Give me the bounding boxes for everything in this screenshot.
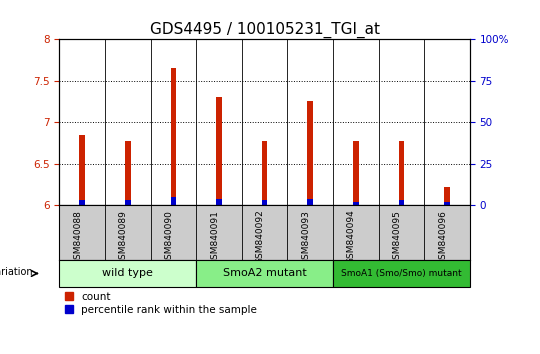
Text: genotype/variation: genotype/variation	[0, 267, 33, 277]
Bar	[262, 141, 267, 205]
Bar	[171, 197, 176, 205]
Text: GSM840096: GSM840096	[438, 210, 447, 264]
Text: wild type: wild type	[103, 268, 153, 279]
Bar	[399, 141, 404, 205]
Bar	[125, 200, 131, 205]
Bar	[59, 260, 196, 287]
Bar	[216, 97, 222, 205]
Bar	[125, 141, 131, 205]
Bar	[333, 260, 470, 287]
Bar	[196, 260, 333, 287]
Text: GSM840090: GSM840090	[164, 210, 173, 264]
Text: GSM840095: GSM840095	[393, 210, 401, 264]
Text: GSM840089: GSM840089	[119, 210, 128, 264]
Bar	[171, 68, 176, 205]
Text: GSM840091: GSM840091	[210, 210, 219, 264]
Title: GDS4495 / 100105231_TGI_at: GDS4495 / 100105231_TGI_at	[150, 21, 380, 38]
Text: SmoA1 (Smo/Smo) mutant: SmoA1 (Smo/Smo) mutant	[341, 269, 462, 278]
Bar	[262, 200, 267, 205]
Bar	[399, 200, 404, 205]
Bar	[79, 200, 85, 205]
Bar	[79, 135, 85, 205]
Bar	[307, 199, 313, 205]
Text: GSM840092: GSM840092	[255, 210, 265, 264]
Bar	[307, 101, 313, 205]
Text: GSM840088: GSM840088	[73, 210, 82, 264]
Bar	[216, 199, 222, 205]
Text: GSM840094: GSM840094	[347, 210, 356, 264]
Bar	[444, 202, 450, 205]
Bar	[353, 202, 359, 205]
Bar	[353, 141, 359, 205]
Text: GSM840093: GSM840093	[301, 210, 310, 264]
Bar	[444, 187, 450, 205]
Legend: count, percentile rank within the sample: count, percentile rank within the sample	[65, 292, 257, 315]
Text: SmoA2 mutant: SmoA2 mutant	[222, 268, 307, 279]
